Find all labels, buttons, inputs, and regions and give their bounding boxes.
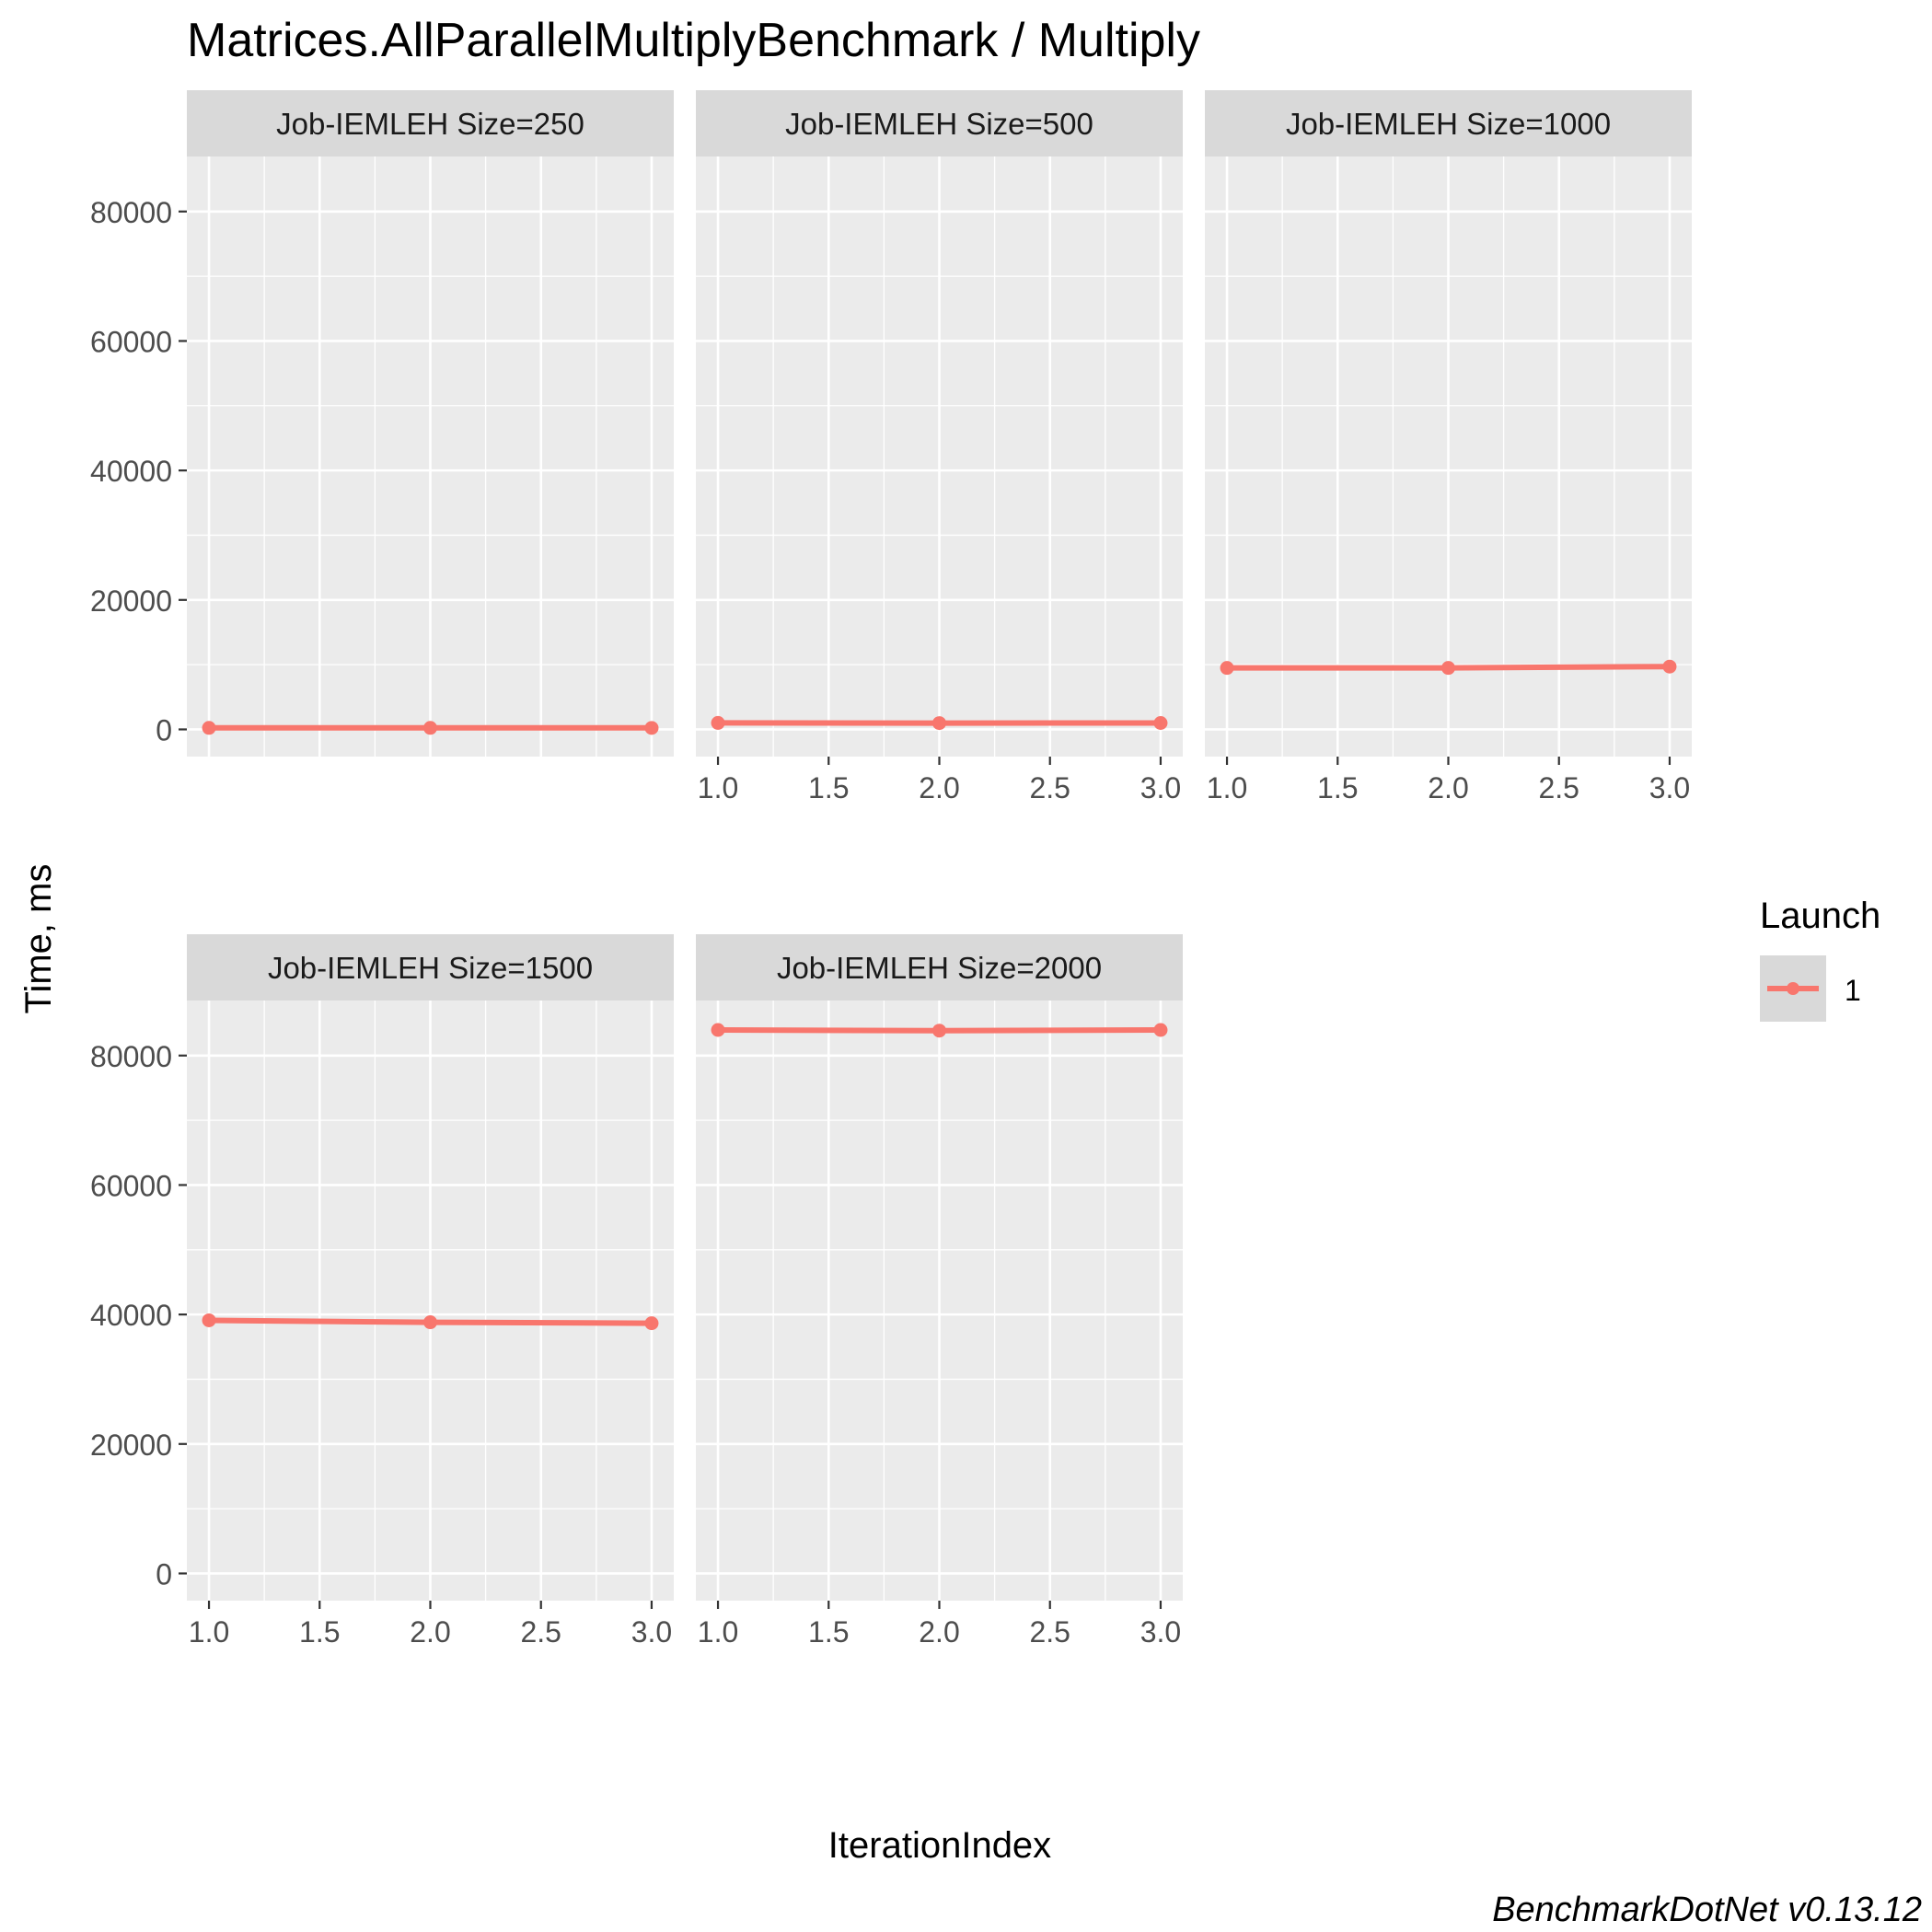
- x-tick-label: 3.0: [1140, 1615, 1181, 1649]
- facet-panel: Job-IEMLEH Size=500 1.0 1.5 2.0 2.5 3.0: [696, 90, 1183, 804]
- y-tick-label: 40000: [90, 455, 172, 488]
- data-point: [1153, 715, 1168, 730]
- facet-strip-label: Job-IEMLEH Size=1500: [268, 951, 593, 985]
- facet-strip-label: Job-IEMLEH Size=2000: [777, 951, 1102, 985]
- data-point: [202, 721, 216, 735]
- x-tick-label: 1.5: [808, 1615, 849, 1649]
- x-tick-label: 1.0: [698, 1615, 738, 1649]
- data-point: [1153, 1023, 1168, 1037]
- x-tick-label: 1.5: [299, 1615, 340, 1649]
- data-point: [1662, 659, 1677, 674]
- facet-strip: [187, 90, 674, 156]
- facet-panel: Job-IEMLEH Size=2000 1.0 1.5 2.0 2.5 3.0: [696, 934, 1183, 1649]
- facet-strip-label: Job-IEMLEH Size=1000: [1286, 107, 1611, 141]
- data-point: [711, 1023, 725, 1037]
- x-tick-label: 2.5: [1538, 771, 1579, 804]
- facet-strip: [1205, 90, 1692, 156]
- facet-strip: [187, 934, 674, 1001]
- x-tick-label: 3.0: [1140, 771, 1181, 804]
- data-point: [1441, 661, 1455, 676]
- x-tick-label: 2.5: [1029, 771, 1070, 804]
- x-axis-title: IterationIndex: [828, 1825, 1051, 1866]
- legend: Launch 1: [1760, 896, 1880, 1022]
- data-point: [932, 716, 946, 731]
- x-tick-label: 1.0: [1207, 771, 1247, 804]
- x-tick-label: 2.0: [919, 1615, 959, 1649]
- y-tick-label: 60000: [90, 1169, 172, 1202]
- y-tick-label: 20000: [90, 584, 172, 618]
- data-point: [423, 1315, 437, 1330]
- x-tick-label: 2.5: [1029, 1615, 1070, 1649]
- facet-strip-label: Job-IEMLEH Size=500: [785, 107, 1093, 141]
- y-axis-title: Time, ms: [18, 864, 59, 1014]
- facet-strip-label: Job-IEMLEH Size=250: [276, 107, 584, 141]
- y-tick-label: 60000: [90, 325, 172, 358]
- data-point: [202, 1313, 216, 1327]
- caption: BenchmarkDotNet v0.13.12: [1492, 1891, 1922, 1929]
- legend-title: Launch: [1760, 896, 1880, 936]
- facet-panel: Job-IEMLEH Size=1500 0 20000 40000 60000 8000…: [90, 934, 674, 1649]
- y-tick-label: 40000: [90, 1299, 172, 1332]
- x-tick-label: 2.0: [1428, 771, 1468, 804]
- data-point: [644, 1316, 659, 1331]
- x-tick-label: 1.0: [698, 771, 738, 804]
- chart-title: Matrices.AllParallelMultiplyBenchmark / …: [187, 14, 1200, 67]
- facet-panels: Job-IEMLEH Size=250 0 20000 40000 60000 80000…: [90, 90, 1692, 1649]
- x-tick-label: 2.0: [919, 771, 959, 804]
- data-point: [423, 721, 437, 735]
- legend-key-point: [1787, 982, 1799, 995]
- y-tick-label: 80000: [90, 196, 172, 229]
- x-tick-label: 1.0: [189, 1615, 229, 1649]
- facet-strip: [696, 90, 1183, 156]
- x-tick-label: 1.5: [1317, 771, 1358, 804]
- y-tick-label: 20000: [90, 1429, 172, 1462]
- x-tick-label: 3.0: [631, 1615, 672, 1649]
- y-tick-label: 0: [156, 1557, 172, 1591]
- facet-strip: [696, 934, 1183, 1001]
- x-tick-label: 2.0: [410, 1615, 450, 1649]
- facet-panel: Job-IEMLEH Size=1000 1.0 1.5 2.0 2.5 3.0: [1205, 90, 1692, 804]
- facet-panel: Job-IEMLEH Size=250 0 20000 40000 60000 80000: [90, 90, 674, 757]
- data-point: [711, 715, 725, 730]
- y-tick-label: 80000: [90, 1040, 172, 1073]
- x-tick-label: 3.0: [1649, 771, 1690, 804]
- y-tick-label: 0: [156, 713, 172, 746]
- data-point: [1220, 661, 1234, 676]
- data-point: [932, 1024, 946, 1038]
- data-point: [644, 721, 659, 735]
- x-tick-label: 2.5: [520, 1615, 561, 1649]
- x-tick-label: 1.5: [808, 771, 849, 804]
- legend-entry-label: 1: [1845, 974, 1861, 1007]
